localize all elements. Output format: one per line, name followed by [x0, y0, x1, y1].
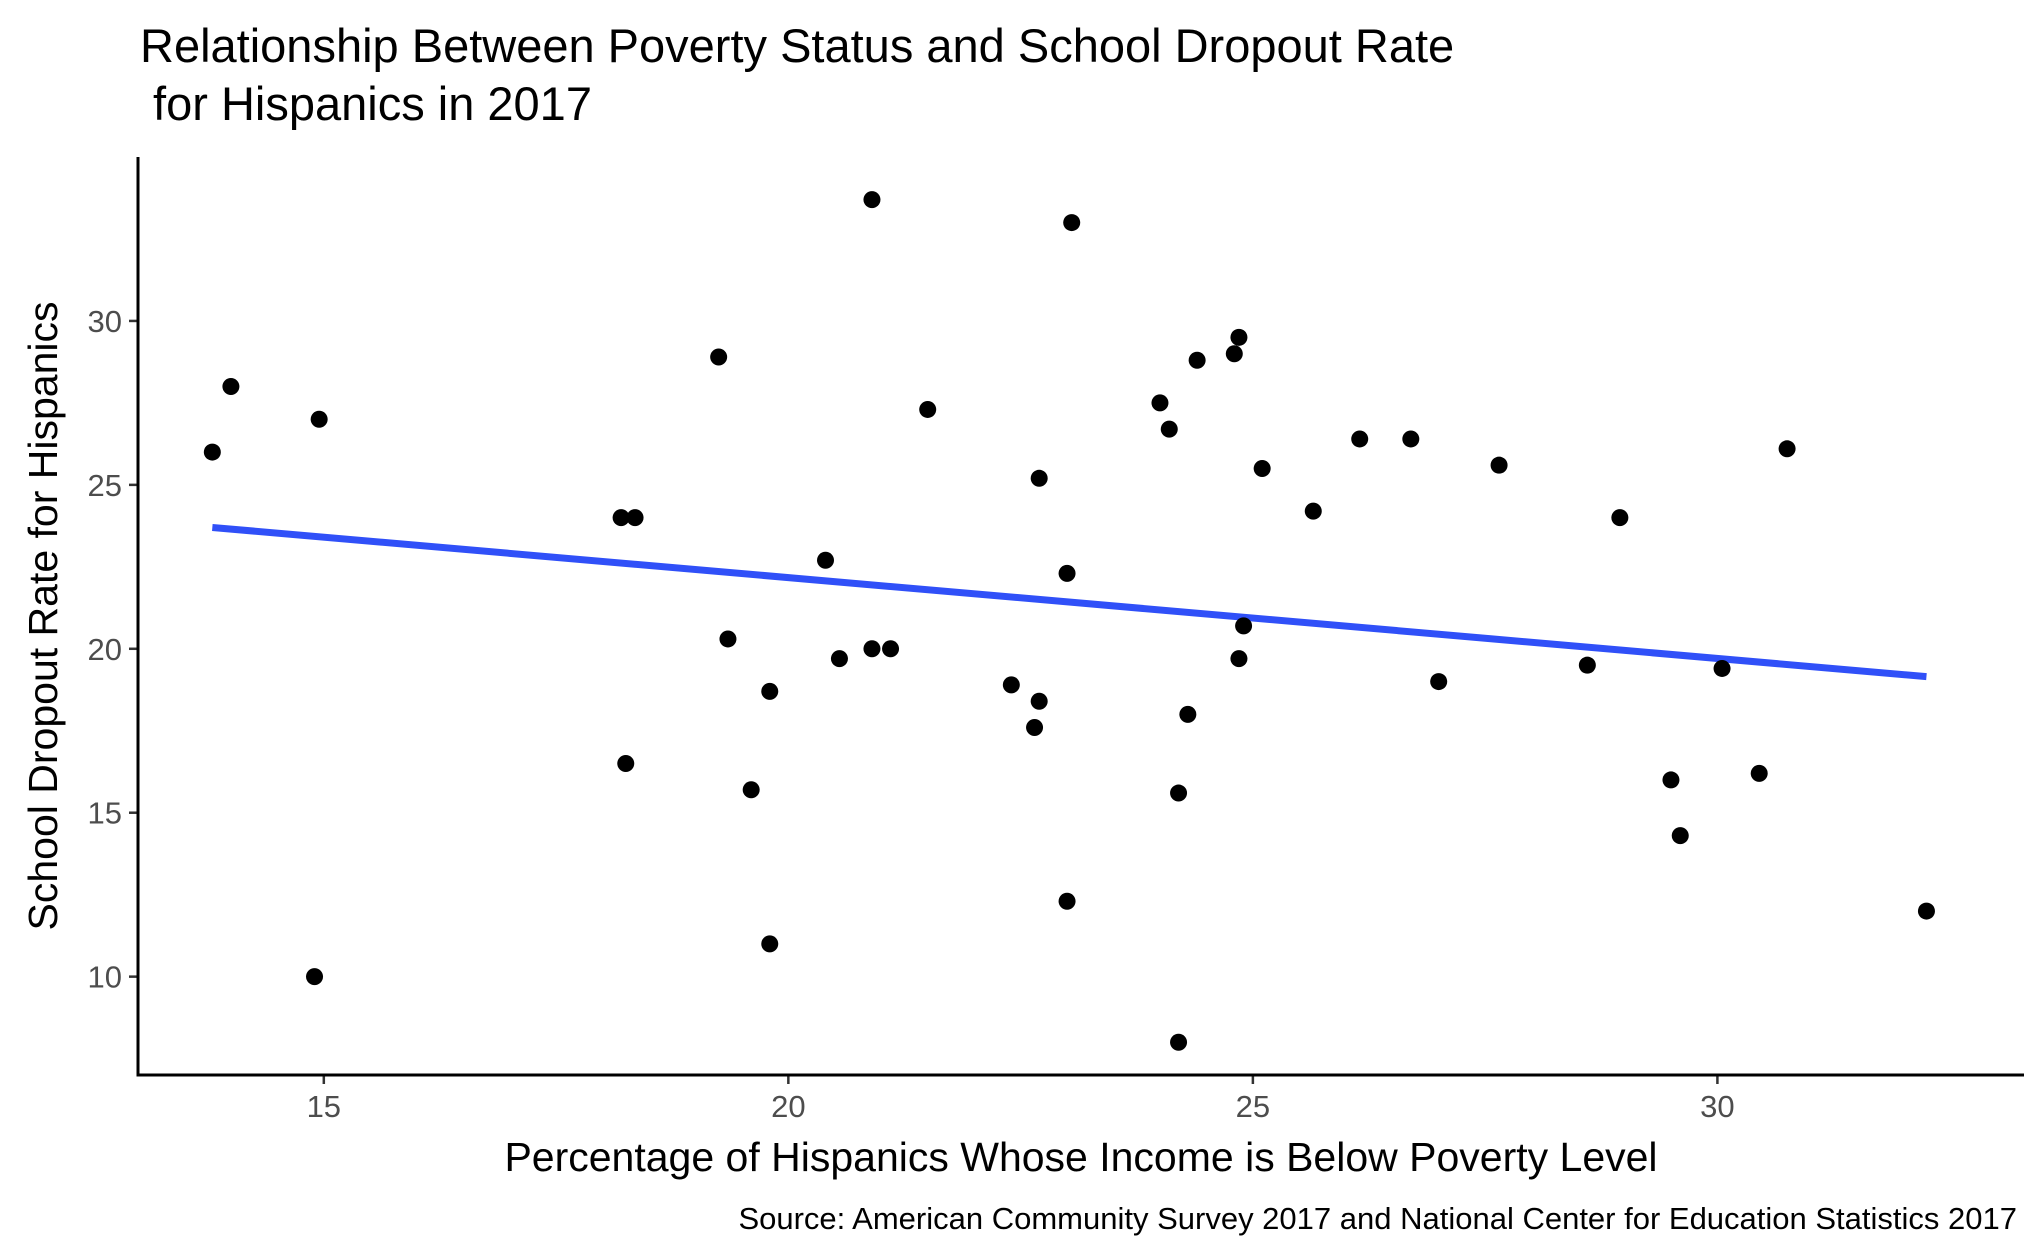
data-point	[1778, 440, 1796, 458]
data-point	[710, 348, 728, 366]
data-point	[761, 682, 779, 700]
data-point	[1026, 718, 1044, 736]
y-tick-label: 15	[88, 796, 122, 831]
data-point	[306, 968, 324, 986]
data-point	[761, 935, 779, 953]
data-points	[203, 191, 1935, 1051]
data-point	[1578, 656, 1596, 674]
data-point	[742, 781, 760, 799]
data-point	[626, 509, 644, 527]
data-point	[1179, 705, 1197, 723]
x-tick-label: 20	[771, 1089, 805, 1124]
data-point	[919, 400, 937, 418]
data-point	[1170, 784, 1188, 802]
data-point	[1030, 469, 1048, 487]
data-point	[1430, 673, 1448, 691]
y-tick-label: 20	[88, 632, 122, 667]
data-point	[203, 443, 221, 461]
x-tick-label: 25	[1236, 1089, 1270, 1124]
data-point	[1188, 351, 1206, 369]
y-tick-label: 10	[88, 960, 122, 995]
data-point	[1750, 764, 1768, 782]
data-point	[1304, 502, 1322, 520]
data-point	[863, 640, 881, 658]
y-axis-ticks: 10 15 20 25 30	[88, 304, 138, 995]
y-axis-title: School Dropout Rate for Hispanics	[20, 302, 66, 931]
data-point	[1225, 345, 1243, 363]
data-point	[1490, 456, 1508, 474]
data-point	[830, 650, 848, 668]
data-point	[1662, 771, 1680, 789]
data-point	[1713, 659, 1731, 677]
chart-title-line-2: for Hispanics in 2017	[140, 77, 592, 130]
data-point	[1230, 650, 1248, 668]
chart-title-line-1: Relationship Between Poverty Status and …	[140, 19, 1454, 72]
data-point	[1058, 564, 1076, 582]
y-tick-label: 25	[88, 468, 122, 503]
data-point	[1235, 617, 1253, 635]
trend-line	[212, 523, 1927, 681]
data-point	[719, 630, 737, 648]
data-point	[1402, 430, 1420, 448]
data-point	[1063, 214, 1081, 232]
data-point	[617, 755, 635, 773]
x-axis-title: Percentage of Hispanics Whose Income is …	[504, 1134, 1657, 1180]
data-point	[1351, 430, 1369, 448]
data-point	[310, 410, 328, 428]
data-point	[882, 640, 900, 658]
x-axis-ticks: 15 20 25 30	[307, 1075, 1735, 1124]
data-point	[1058, 892, 1076, 910]
data-point	[612, 509, 630, 527]
data-point	[1917, 902, 1935, 920]
data-point	[1253, 459, 1271, 477]
data-point	[222, 378, 240, 395]
source-caption: Source: American Community Survey 2017 a…	[738, 1201, 2017, 1236]
data-point	[1671, 827, 1689, 845]
data-point	[817, 551, 835, 569]
x-tick-label: 30	[1700, 1089, 1734, 1124]
data-point	[1160, 420, 1178, 438]
data-point	[1230, 328, 1248, 346]
data-point	[1030, 692, 1048, 710]
data-point	[1151, 394, 1169, 412]
data-point	[863, 191, 881, 209]
data-point	[1611, 509, 1629, 527]
x-tick-label: 15	[307, 1089, 341, 1124]
data-point	[1170, 1033, 1188, 1051]
y-tick-label: 30	[88, 304, 122, 339]
data-point	[1002, 676, 1020, 694]
